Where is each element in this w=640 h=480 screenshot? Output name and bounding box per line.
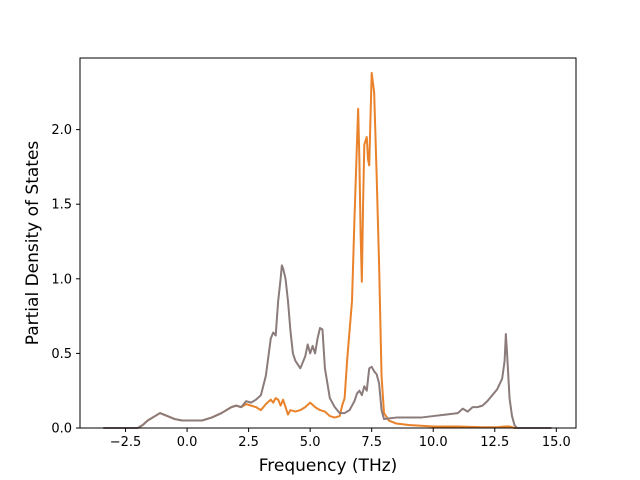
y-tick-label: 0.0 xyxy=(51,422,72,437)
x-tick-label: 7.5 xyxy=(361,435,382,450)
y-axis-ticks: 0.0 0.5 1.0 1.5 2.0 xyxy=(51,123,80,437)
x-axis-label: Frequency (THz) xyxy=(259,456,398,476)
x-tick-label: 10.0 xyxy=(419,435,448,450)
x-tick-label: 12.5 xyxy=(480,435,509,450)
y-tick-label: 1.0 xyxy=(51,272,72,287)
plot-frame xyxy=(79,57,577,429)
series-layer xyxy=(103,71,552,429)
y-tick-label: 1.5 xyxy=(51,198,72,213)
y-tick-label: 0.5 xyxy=(51,347,72,362)
series-line-2 xyxy=(103,264,552,429)
x-axis-ticks: −2.5 0.0 2.5 5.0 7.5 10.0 12.5 15.0 xyxy=(110,428,571,450)
y-tick-label: 2.0 xyxy=(51,123,72,138)
x-tick-label: 0.0 xyxy=(177,435,198,450)
x-tick-label: 5.0 xyxy=(300,435,321,450)
x-tick-label: −2.5 xyxy=(110,435,142,450)
x-tick-label: 15.0 xyxy=(542,435,571,450)
y-axis-label: Partial Density of States xyxy=(23,141,43,346)
x-tick-label: 2.5 xyxy=(238,435,259,450)
plot-area xyxy=(80,58,576,428)
